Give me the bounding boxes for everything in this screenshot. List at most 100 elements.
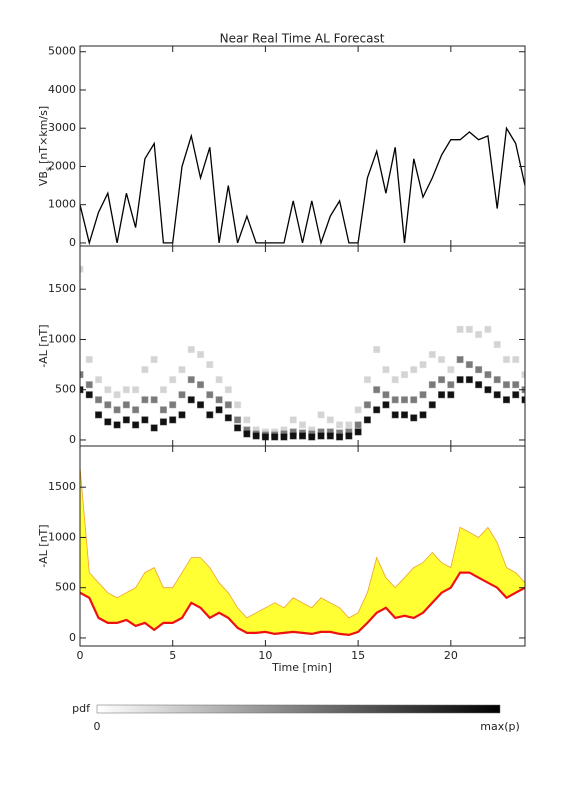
density-cell <box>428 401 436 409</box>
density-cell <box>391 396 399 404</box>
y-tick-label: 4000 <box>48 83 76 96</box>
density-cell <box>502 396 510 404</box>
x-tick-label: 20 <box>444 649 458 662</box>
density-cell <box>159 386 167 394</box>
density-cell <box>428 381 436 389</box>
density-cell <box>512 381 520 389</box>
density-cell <box>484 325 492 333</box>
density-cell <box>336 421 344 429</box>
density-cell <box>326 432 334 440</box>
density-cell <box>382 391 390 399</box>
density-cell <box>373 406 381 414</box>
density-cell <box>187 396 195 404</box>
density-cell <box>234 416 242 424</box>
density-cell <box>169 376 177 384</box>
y-tick-label: 1500 <box>48 282 76 295</box>
density-cell <box>391 376 399 384</box>
density-cell <box>206 361 214 369</box>
density-cell <box>206 391 214 399</box>
x-tick-label: 0 <box>77 649 84 662</box>
density-cell <box>234 401 242 409</box>
density-cell <box>280 433 288 441</box>
density-cell <box>150 356 158 364</box>
density-cell <box>465 376 473 384</box>
density-cell <box>354 428 362 436</box>
density-cell <box>428 351 436 359</box>
density-cell <box>243 430 251 438</box>
density-cell <box>363 376 371 384</box>
density-cell <box>484 386 492 394</box>
density-cell <box>299 421 306 429</box>
density-cell <box>224 386 232 394</box>
density-cell <box>85 391 93 399</box>
density-cell <box>141 416 149 424</box>
density-cell <box>317 432 325 440</box>
density-cell <box>400 411 408 419</box>
plot-area <box>80 265 525 441</box>
density-cell <box>299 432 306 440</box>
density-cell <box>80 371 84 379</box>
density-cell <box>159 406 167 414</box>
density-cell <box>345 432 353 440</box>
density-cell <box>493 376 501 384</box>
x-tick-label: 10 <box>258 649 272 662</box>
band-edge <box>80 467 525 619</box>
density-cell <box>391 411 399 419</box>
density-cell <box>95 411 103 419</box>
y-tick-label: 3000 <box>48 121 76 134</box>
density-cell <box>206 411 214 419</box>
density-cell <box>345 421 353 429</box>
chart-title: Near Real Time AL Forecast <box>220 32 385 46</box>
y-tick-label: 1500 <box>48 480 76 493</box>
density-cell <box>400 371 408 379</box>
median-line <box>80 571 525 637</box>
density-cell <box>122 386 130 394</box>
density-cell <box>215 406 223 414</box>
density-cell <box>419 361 427 369</box>
axes-frame <box>79 445 526 647</box>
density-cell <box>224 401 232 409</box>
density-cell <box>80 265 84 273</box>
density-cell <box>150 424 158 432</box>
y-tick-label: 500 <box>55 383 76 396</box>
density-cell <box>410 366 418 374</box>
density-cell <box>178 366 186 374</box>
density-cell <box>373 346 381 354</box>
density-cell <box>438 356 446 364</box>
density-cell <box>159 418 167 426</box>
density-cell <box>178 411 186 419</box>
colorbar-label: pdf <box>72 702 91 715</box>
density-cell <box>289 432 297 440</box>
density-cell <box>363 416 371 424</box>
density-cell <box>104 418 112 426</box>
density-cell <box>261 433 269 441</box>
density-cell <box>234 424 242 432</box>
y-tick-label: 0 <box>69 236 76 249</box>
density-cell <box>438 391 446 399</box>
density-cell <box>512 356 520 364</box>
density-cell <box>85 381 93 389</box>
colorbar-max-label: max(p) <box>480 720 520 733</box>
y-axis-label-part: [nT×km/s] <box>37 106 50 164</box>
density-cell <box>289 416 297 424</box>
density-cell <box>150 396 158 404</box>
density-cell <box>502 356 510 364</box>
y-tick-label: 0 <box>69 433 76 446</box>
y-axis-label-sub: s <box>44 167 53 171</box>
y-tick-label: 500 <box>55 581 76 594</box>
density-cell <box>465 361 473 369</box>
density-cell <box>400 396 408 404</box>
data-line <box>80 126 525 246</box>
y-tick-label: 1000 <box>48 530 76 543</box>
density-cell <box>493 340 501 348</box>
density-cell <box>363 401 371 409</box>
density-cell <box>169 401 177 409</box>
density-cell <box>475 366 483 374</box>
density-cell <box>197 401 205 409</box>
density-cell <box>438 376 446 384</box>
y-axis-label: VBs [nT×km/s] <box>37 106 53 186</box>
density-cell <box>493 391 501 399</box>
density-cell <box>484 371 492 379</box>
density-cell <box>447 366 455 374</box>
density-cell <box>141 366 149 374</box>
